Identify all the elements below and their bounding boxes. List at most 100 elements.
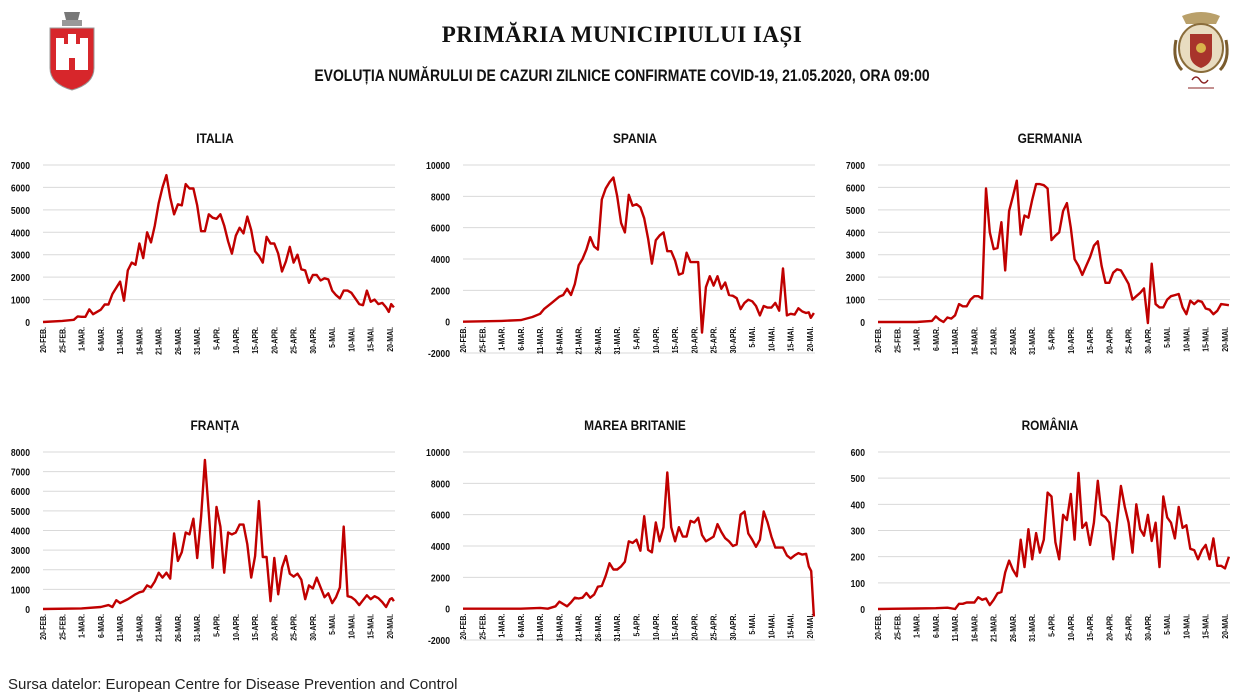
x-tick-label: 1-MAR. xyxy=(497,614,507,638)
x-tick-label: 25-FEB. xyxy=(58,327,68,353)
y-tick-label: 6000 xyxy=(846,183,865,195)
x-tick-label: 26-MAR. xyxy=(1008,327,1018,355)
y-tick-label: 8000 xyxy=(11,447,30,459)
x-tick-label: 20-MAI. xyxy=(385,327,395,352)
x-tick-label: 11-MAR. xyxy=(535,327,545,354)
x-tick-label: 6-MAR. xyxy=(931,327,941,351)
x-tick-label: 25-FEB. xyxy=(893,327,903,353)
y-tick-label: 200 xyxy=(851,552,865,564)
left-coat-of-arms-logo xyxy=(46,10,98,92)
x-tick-label: 20-MAI. xyxy=(805,327,815,352)
y-tick-label: 4000 xyxy=(431,254,450,266)
x-tick-label: 5-MAI. xyxy=(328,327,338,348)
chart-marea-britanie: MAREA BRITANIE -2000 0 2000 4000 6000 8000 1000… xyxy=(420,412,830,662)
y-tick-label: 600 xyxy=(851,447,865,459)
y-tick-label: 8000 xyxy=(431,192,450,204)
series-line xyxy=(42,173,395,324)
x-tick-label: 25-APR. xyxy=(289,327,299,354)
right-emblem-logo xyxy=(1170,10,1232,94)
y-tick-label: 10000 xyxy=(426,160,450,172)
y-tick-label: 1000 xyxy=(846,295,865,307)
y-tick-label: 0 xyxy=(25,604,30,616)
x-tick-label: 5-APR. xyxy=(632,614,642,637)
series-line xyxy=(463,471,816,617)
x-tick-label: 6-MAR. xyxy=(96,614,106,638)
y-tick-label: 4000 xyxy=(11,228,30,240)
x-tick-label: 21-MAR. xyxy=(154,327,164,355)
y-tick-label: 2000 xyxy=(846,272,865,284)
y-tick-label: 300 xyxy=(851,526,865,538)
x-tick-label: 21-MAR. xyxy=(574,327,584,355)
y-tick-label: 0 xyxy=(860,317,865,329)
x-tick-label: 16-MAR. xyxy=(135,614,145,642)
y-tick-label: 2000 xyxy=(11,272,30,284)
x-tick-label: 31-MAR. xyxy=(613,327,623,355)
x-tick-label: 15-MAI. xyxy=(366,614,376,639)
x-tick-label: 15-MAI. xyxy=(1201,614,1211,639)
chart-romania: ROMÂNIA 0 100 200 300 400 500 600 20-FEB. 25-FEB.… xyxy=(835,412,1244,662)
x-tick-label: 20-APR. xyxy=(270,614,280,641)
x-tick-label: 5-APR. xyxy=(212,614,222,637)
x-tick-label: 31-MAR. xyxy=(613,614,623,642)
chart-title: MAREA BRITANIE xyxy=(584,417,686,433)
chart-svg: FRANȚA 0 1000 2000 3000 4000 5000 6000 7000 8000 2… xyxy=(11,417,395,642)
x-tick-label: 1-MAR. xyxy=(912,614,922,638)
x-tick-label: 1-MAR. xyxy=(77,327,87,351)
chart-svg: MAREA BRITANIE -2000 0 2000 4000 6000 8000 1000… xyxy=(426,417,816,647)
x-tick-label: 20-APR. xyxy=(1105,614,1115,641)
chart-svg: ITALIA 0 1000 2000 3000 4000 5000 6000 7000 20-FE… xyxy=(11,130,395,355)
x-tick-label: 5-MAI. xyxy=(748,327,758,348)
y-tick-label: 6000 xyxy=(11,183,30,195)
y-tick-label: 7000 xyxy=(846,160,865,172)
x-tick-label: 1-MAR. xyxy=(77,614,87,638)
x-tick-label: 26-MAR. xyxy=(173,614,183,642)
x-tick-label: 25-FEB. xyxy=(893,614,903,640)
y-tick-label: -2000 xyxy=(428,635,450,647)
x-tick-label: 11-MAR. xyxy=(950,327,960,354)
y-tick-label: 5000 xyxy=(846,205,865,217)
x-tick-label: 1-MAR. xyxy=(497,327,507,351)
x-tick-label: 20-FEB. xyxy=(458,327,468,353)
x-tick-label: 5-APR. xyxy=(1047,327,1057,350)
x-tick-label: 10-APR. xyxy=(651,614,661,641)
page-title: PRIMĂRIA MUNICIPIULUI IAȘI xyxy=(441,22,803,47)
chart-svg: GERMANIA 0 1000 2000 3000 4000 5000 6000 7000 20-… xyxy=(846,130,1230,355)
x-tick-label: 11-MAR. xyxy=(535,614,545,641)
x-tick-label: 26-MAR. xyxy=(173,327,183,355)
y-tick-label: 5000 xyxy=(11,506,30,518)
series-line xyxy=(878,179,1230,325)
chart-title: ITALIA xyxy=(196,130,234,146)
x-tick-label: 5-APR. xyxy=(1047,614,1057,637)
x-tick-label: 25-APR. xyxy=(1124,614,1134,641)
x-tick-label: 26-MAR. xyxy=(593,614,603,642)
chart-title: GERMANIA xyxy=(1018,130,1083,146)
y-tick-label: 1000 xyxy=(11,295,30,307)
x-tick-label: 20-APR. xyxy=(690,327,700,354)
x-tick-label: 20-MAI. xyxy=(1220,614,1230,639)
x-tick-label: 5-MAI. xyxy=(1163,614,1173,635)
x-tick-label: 16-MAR. xyxy=(135,327,145,355)
y-tick-label: 2000 xyxy=(431,573,450,585)
x-tick-label: 5-APR. xyxy=(212,327,222,350)
data-source-note: Sursa datelor: European Centre for Disea… xyxy=(8,676,458,693)
chart-svg: ROMÂNIA 0 100 200 300 400 500 600 20-FEB. 25-FEB.… xyxy=(851,417,1231,642)
series-line xyxy=(42,458,395,611)
x-tick-label: 20-FEB. xyxy=(38,614,48,640)
x-tick-label: 25-APR. xyxy=(709,327,719,354)
x-tick-label: 30-APR. xyxy=(1143,327,1153,354)
y-tick-label: 4000 xyxy=(431,541,450,553)
y-tick-label: 2000 xyxy=(431,286,450,298)
x-tick-label: 21-MAR. xyxy=(989,614,999,642)
x-tick-label: 21-MAR. xyxy=(574,614,584,642)
y-tick-label: 3000 xyxy=(11,250,30,262)
y-tick-label: 7000 xyxy=(11,467,30,479)
x-tick-label: 16-MAR. xyxy=(970,614,980,642)
x-tick-label: 5-MAI. xyxy=(1163,327,1173,348)
chart-title: SPANIA xyxy=(613,130,658,146)
x-tick-label: 31-MAR. xyxy=(1028,614,1038,642)
x-tick-label: 21-MAR. xyxy=(989,327,999,355)
y-tick-label: 1000 xyxy=(11,585,30,597)
y-tick-label: 3000 xyxy=(11,545,30,557)
x-tick-label: 20-APR. xyxy=(1105,327,1115,354)
series-line xyxy=(462,176,815,334)
